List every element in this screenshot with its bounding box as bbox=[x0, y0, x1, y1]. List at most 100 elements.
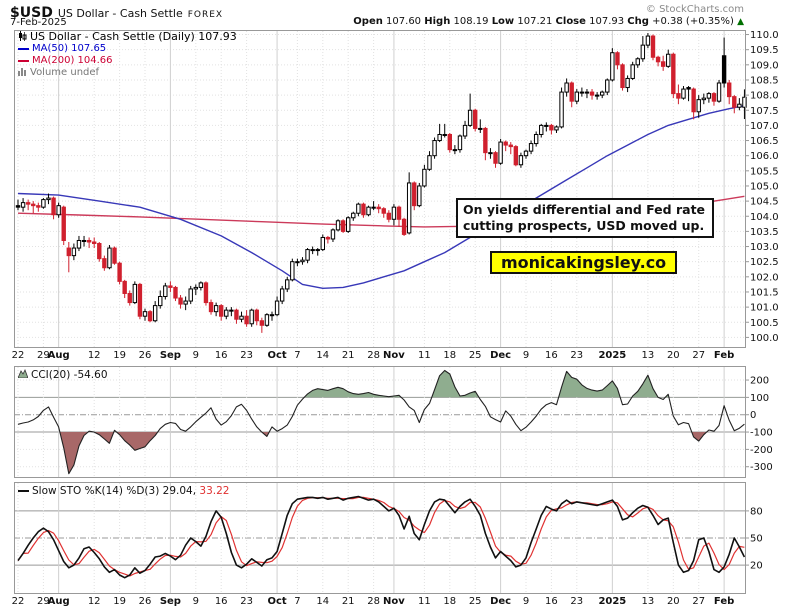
annotation-line1: On yields differential and Fed rate bbox=[463, 202, 706, 217]
quote-bar: Open 107.60 High 108.19 Low 107.21 Close… bbox=[353, 16, 744, 27]
high-label: High bbox=[424, 16, 451, 27]
x-tick-label: 9 bbox=[192, 596, 199, 607]
x-tick-label: Aug bbox=[47, 350, 70, 361]
x-tick-label: 7 bbox=[294, 596, 301, 607]
x-tick-label: 16 bbox=[545, 350, 558, 361]
x-tick-label: 9 bbox=[192, 350, 199, 361]
y-axis-label: 107.5 bbox=[750, 106, 779, 117]
y-axis-label: 0 bbox=[750, 410, 756, 421]
ma200-line-icon bbox=[18, 60, 29, 62]
annotation-line2: cutting prospects, USD moved up. bbox=[463, 218, 705, 233]
x-axis-main: 22 29 Aug 12 19 26 Sep 9 16 23 Oct 7 14 21 28 Nov 11 18 25… bbox=[0, 350, 800, 363]
sto-legend-main: Slow STO %K(14) %D(3) 29.04, bbox=[32, 485, 197, 497]
x-tick-label: Feb bbox=[713, 350, 735, 361]
area-icon bbox=[17, 369, 29, 381]
y-axis-label: 103.5 bbox=[750, 227, 779, 238]
x-tick-label: 14 bbox=[316, 350, 330, 361]
y-axis-label: 104.0 bbox=[750, 212, 779, 223]
series-legend: US Dollar - Cash Settle (Daily) 107.93 bbox=[30, 30, 237, 43]
x-tick-label: 19 bbox=[113, 350, 126, 361]
x-tick-label: 7 bbox=[294, 350, 301, 361]
x-tick-label: 25 bbox=[468, 350, 482, 361]
x-axis-bottom: 22 29 Aug 12 19 26 Sep 9 16 23 Oct 7 14 21 28 Nov 11 18 25… bbox=[0, 596, 800, 609]
y-axis-label: -300 bbox=[750, 462, 773, 473]
y-axis-label: 109.5 bbox=[750, 45, 779, 56]
ma50-legend: MA(50) 107.65 bbox=[32, 43, 107, 54]
y-axis-label: 105.5 bbox=[750, 166, 779, 177]
x-tick-label: Oct bbox=[267, 350, 287, 361]
x-tick-label: Nov bbox=[383, 350, 405, 361]
y-axis-label: -100 bbox=[750, 428, 773, 439]
open-label: Open bbox=[353, 16, 383, 27]
y-axis-label: 100.0 bbox=[750, 333, 779, 344]
copyright-label: © StockCharts.com bbox=[645, 4, 744, 15]
x-tick-label: Aug bbox=[47, 596, 70, 607]
y-axis-label: 102.5 bbox=[750, 257, 779, 268]
exchange-label: FOREX bbox=[187, 10, 224, 20]
cci-legend-row: CCI(20) -54.60 bbox=[17, 369, 108, 381]
x-tick-label: 13 bbox=[641, 350, 655, 361]
main-chart-panel: 110.0 109.5 109.0 108.5 108.0 107.5 107.0 106.5… bbox=[14, 30, 779, 348]
y-axis-label: 100.5 bbox=[750, 318, 779, 329]
x-tick-label: Sep bbox=[159, 596, 181, 607]
x-tick-label: 28 bbox=[367, 350, 380, 361]
x-tick-label: Sep bbox=[159, 350, 181, 361]
close-value: 107.93 bbox=[589, 16, 625, 27]
y-axis-label: 101.5 bbox=[750, 287, 779, 298]
x-tick-label: 22 bbox=[11, 350, 25, 361]
x-tick-label: 23 bbox=[240, 596, 253, 607]
x-tick-label: 27 bbox=[692, 350, 706, 361]
chart-title: US Dollar - Cash Settle bbox=[57, 7, 183, 20]
y-axis-label: 101.0 bbox=[750, 303, 779, 314]
chart-date: 7-Feb-2025 bbox=[10, 17, 67, 28]
x-tick-label: 21 bbox=[341, 596, 355, 607]
y-axis-label: 108.0 bbox=[750, 91, 779, 102]
y-axis-label: 104.5 bbox=[750, 197, 779, 208]
x-tick-label: 20 bbox=[666, 350, 680, 361]
y-axis-label: 105.0 bbox=[750, 181, 779, 192]
x-tick-label: 11 bbox=[418, 596, 431, 607]
candlestick-icon bbox=[18, 30, 27, 44]
x-tick-label: 12 bbox=[87, 596, 101, 607]
x-tick-label: 25 bbox=[468, 596, 482, 607]
y-axis-label: 106.0 bbox=[750, 151, 779, 162]
low-label: Low bbox=[491, 16, 515, 27]
x-tick-label: 18 bbox=[443, 350, 457, 361]
sto-legend-row: Slow STO %K(14) %D(3) 29.04, 33.22 bbox=[18, 485, 229, 497]
cci-legend: CCI(20) -54.60 bbox=[31, 369, 108, 381]
x-tick-label: 13 bbox=[641, 596, 655, 607]
volume-legend: Volume undef bbox=[30, 67, 100, 78]
x-tick-label: Nov bbox=[383, 596, 405, 607]
watermark-box: monicakingsley.co bbox=[490, 251, 678, 274]
up-triangle-icon: ▲ bbox=[737, 17, 744, 27]
x-tick-label: 27 bbox=[692, 596, 706, 607]
y-axis-label: 108.5 bbox=[750, 75, 779, 86]
x-tick-label: 9 bbox=[522, 596, 530, 607]
y-axis-label: -200 bbox=[750, 445, 773, 456]
y-axis-label: 109.0 bbox=[750, 60, 779, 71]
x-tick-label: 12 bbox=[87, 350, 101, 361]
x-tick-label: 20 bbox=[666, 596, 680, 607]
x-tick-label: 23 bbox=[240, 350, 253, 361]
sto-panel: 80 50 20 bbox=[14, 482, 763, 594]
x-tick-label: 16 bbox=[545, 596, 558, 607]
candles bbox=[15, 33, 747, 333]
main-legend: US Dollar - Cash Settle (Daily) 107.93 M… bbox=[18, 30, 237, 79]
y-axis-label: 103.0 bbox=[750, 242, 779, 253]
ma50-line-icon bbox=[18, 48, 29, 50]
y-axis-label: 200 bbox=[750, 376, 769, 387]
x-tick-label: 26 bbox=[138, 596, 152, 607]
x-tick-label: 2025 bbox=[598, 596, 627, 607]
x-tick-label: Dec bbox=[490, 350, 512, 361]
x-tick-label: 28 bbox=[367, 596, 380, 607]
y-axis-label: 110.0 bbox=[750, 30, 779, 41]
sto-line-icon bbox=[18, 490, 29, 492]
x-tick-label: 23 bbox=[570, 350, 584, 361]
open-value: 107.60 bbox=[386, 16, 422, 27]
y-axis-label: 107.0 bbox=[750, 121, 779, 132]
x-tick-label: 23 bbox=[570, 596, 584, 607]
x-tick-label: 19 bbox=[113, 596, 126, 607]
x-tick-label: Dec bbox=[490, 596, 512, 607]
cci-panel: 200 100 0 -100 -200 -300 bbox=[14, 366, 773, 478]
